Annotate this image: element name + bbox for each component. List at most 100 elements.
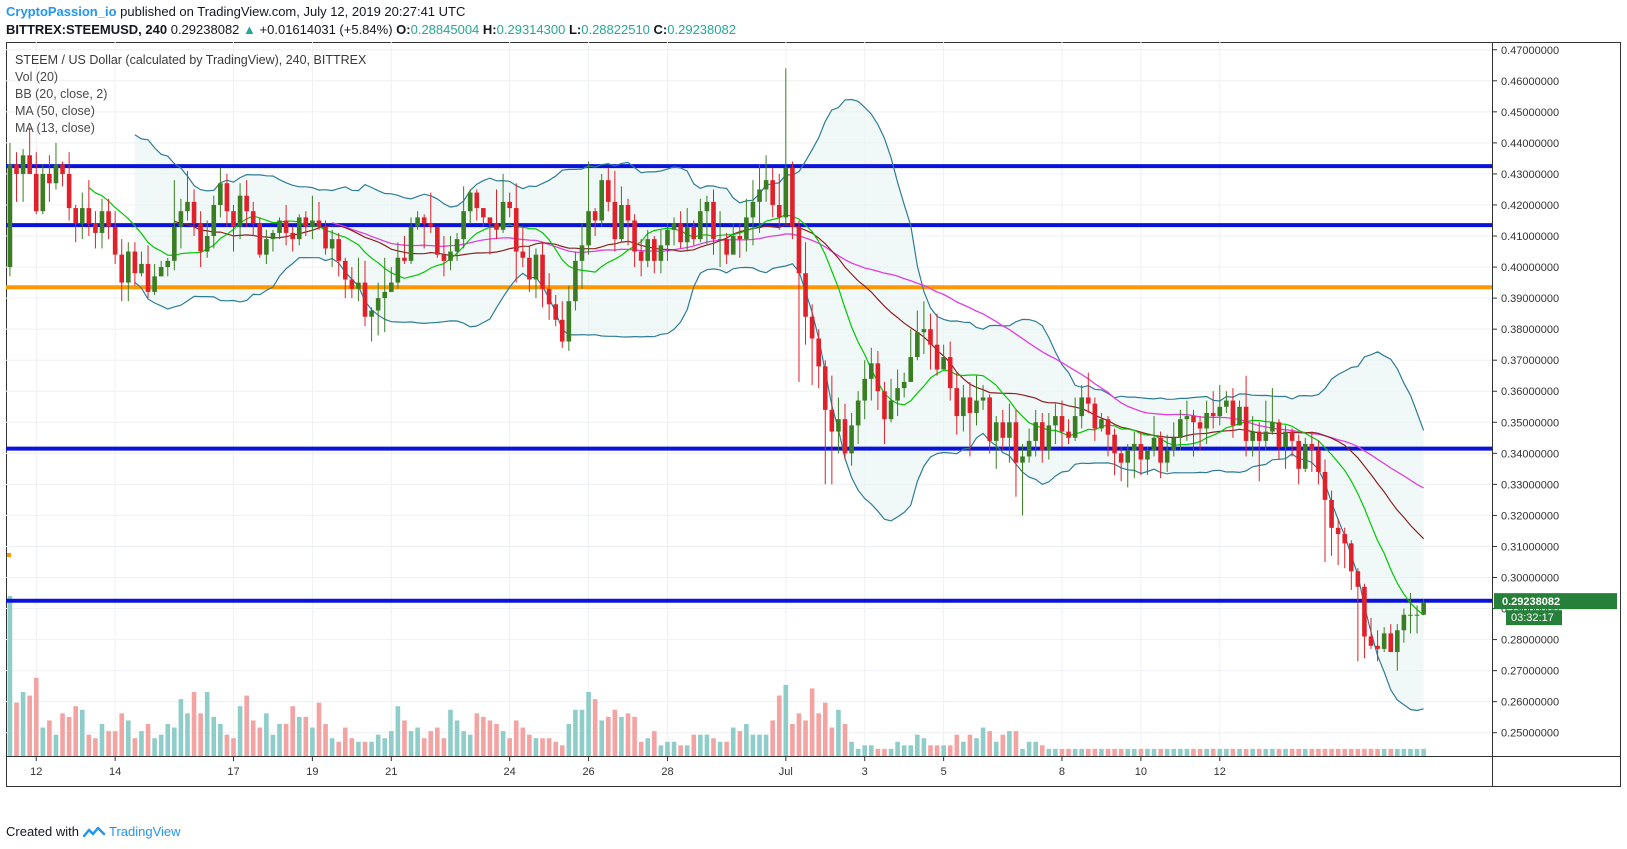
volume-bar (329, 738, 335, 756)
volume-bar (645, 738, 651, 756)
candle-body (1039, 422, 1045, 451)
volume-bar (520, 727, 526, 756)
volume-bar (356, 741, 361, 756)
candle-body (652, 239, 657, 261)
volume-bar (849, 741, 854, 756)
volume-bar (461, 731, 466, 756)
volume-bar (1033, 741, 1038, 756)
volume-bar (1283, 748, 1288, 756)
volume-bar (1007, 731, 1012, 756)
candle-body (389, 282, 394, 292)
volume-bar (119, 713, 125, 756)
chart-frame[interactable]: 0.47000000 0.46000000 0.45000000 0.44000000… (6, 42, 1621, 792)
volume-bar (1237, 748, 1242, 756)
volume-bar (303, 716, 309, 756)
volume-bar (737, 731, 743, 756)
volume-bar (875, 748, 881, 756)
volume-bar (33, 677, 39, 756)
volume-bar (836, 709, 841, 756)
candle-body (763, 180, 769, 190)
candle-body (941, 357, 946, 370)
candle-body (290, 232, 295, 240)
candle-body (237, 195, 243, 227)
legend-bb[interactable]: BB (20, close, 2) (15, 87, 108, 101)
candle-body (244, 195, 249, 212)
candle-body (691, 226, 697, 240)
volume-bar (678, 745, 683, 756)
low-label: L: (568, 22, 582, 37)
volume-bar (1191, 748, 1196, 756)
tradingview-brand[interactable]: TradingView (108, 824, 181, 839)
y-tick-label: 0.33000000 (1501, 479, 1559, 491)
volume-bar (1171, 748, 1177, 756)
volume-bar (592, 699, 598, 756)
candle-body (1414, 614, 1420, 616)
candle-body (1151, 437, 1157, 451)
candle-body (987, 397, 992, 441)
candle-body (66, 173, 72, 209)
candle-body (40, 173, 46, 212)
legend-ma13[interactable]: MA (13, close) (15, 121, 95, 135)
candle-body (645, 239, 651, 261)
candle-body (658, 245, 664, 261)
author-name[interactable]: CryptoPassion_io (6, 4, 117, 19)
candle-body (356, 282, 361, 289)
volume-bar (53, 734, 59, 756)
volume-bar (132, 738, 138, 756)
candle-body (1342, 534, 1348, 544)
volume-bar (934, 745, 940, 756)
volume-bar (402, 720, 407, 756)
volume-bar (862, 745, 868, 756)
volume-bar (1178, 748, 1183, 756)
candle-body (145, 263, 151, 292)
volume-bar (1118, 748, 1124, 756)
candle-body (1059, 416, 1065, 432)
countdown-badge (1506, 610, 1562, 626)
candle-body (481, 208, 486, 218)
candle-body (625, 204, 631, 221)
candle-body (139, 263, 144, 274)
candle-body (540, 254, 545, 289)
candle-body (1132, 444, 1137, 451)
candle-body (33, 173, 39, 212)
volume-bar (1289, 748, 1295, 756)
candle-body (277, 220, 282, 233)
candle-body (20, 155, 26, 174)
candle-body (270, 232, 276, 240)
legend-vol[interactable]: Vol (20) (15, 70, 59, 84)
candle-body (1164, 450, 1170, 463)
candle-body (14, 164, 19, 174)
volume-bar (1375, 748, 1380, 756)
volume-bar (1348, 748, 1354, 756)
candle-body (704, 201, 710, 212)
volume-bar (507, 738, 512, 756)
volume-bar (290, 706, 295, 756)
bollinger-lower (134, 257, 1424, 712)
candle-body (1263, 431, 1269, 441)
candle-body (185, 201, 190, 212)
candle-body (599, 180, 605, 221)
y-tick-label: 0.42000000 (1501, 200, 1559, 212)
candle-body (1276, 422, 1282, 448)
candle-body (1322, 471, 1328, 500)
volume-bar (277, 724, 282, 756)
candle-body (454, 239, 460, 252)
candle-body (119, 254, 125, 283)
candle-body (1171, 437, 1177, 451)
candle-body (1099, 419, 1104, 429)
volume-bar (106, 731, 111, 756)
price-chart[interactable]: 0.47000000 0.46000000 0.45000000 0.44000000… (6, 42, 1621, 787)
legend-ma50[interactable]: MA (50, close) (15, 104, 95, 118)
volume-bar (448, 709, 453, 756)
candle-body (283, 220, 289, 233)
candle-body (915, 332, 920, 358)
legend-title: STEEM / US Dollar (calculated by Trading… (15, 53, 367, 67)
volume-bar (362, 741, 368, 756)
y-tick-label: 0.38000000 (1501, 324, 1559, 336)
volume-bar (684, 745, 690, 756)
volume-bar (559, 745, 565, 756)
candle-body (849, 425, 854, 454)
candle-body (513, 208, 519, 252)
volume-bar (494, 724, 499, 756)
volume-bar (961, 741, 966, 756)
